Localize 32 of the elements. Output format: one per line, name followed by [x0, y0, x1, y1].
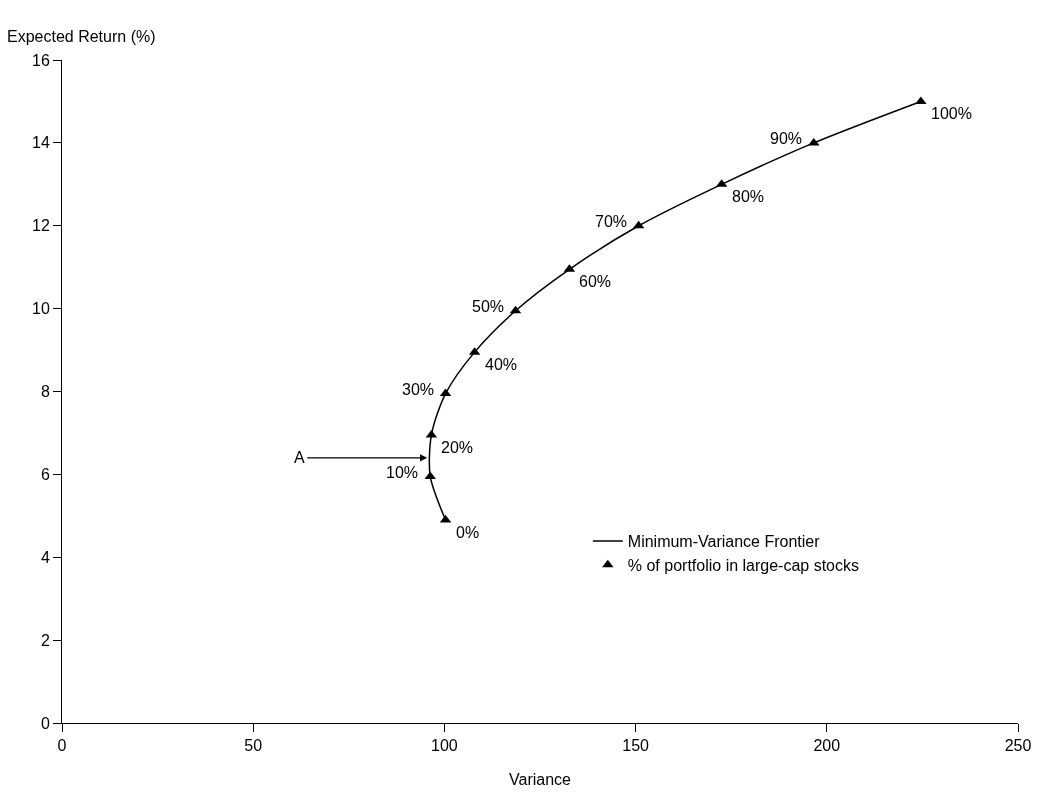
x-tick-label: 150 — [622, 737, 650, 755]
x-tick-label: 250 — [1004, 737, 1032, 755]
point — [808, 137, 820, 146]
x-tick-label: 100 — [431, 737, 458, 755]
y-tick-label: 0 — [40, 714, 50, 732]
annotation: 30% — [402, 381, 435, 398]
y-tick-label: 12 — [32, 217, 50, 235]
y-tick-label: 4 — [40, 548, 50, 566]
annotation: A — [294, 449, 305, 466]
y-tick-label: 2 — [40, 631, 50, 649]
legend-label: Minimum-Variance Frontier — [627, 533, 821, 551]
x-axis-title: Variance — [509, 770, 572, 788]
annotation: 20% — [441, 439, 474, 456]
annotation: 60% — [579, 273, 612, 290]
y-tick-label: 6 — [40, 465, 50, 483]
annotation: 80% — [732, 188, 765, 205]
annotation: 90% — [770, 130, 803, 147]
x-tick-label: 200 — [813, 737, 841, 755]
y-tick-label: 16 — [32, 51, 50, 69]
annotation: 50% — [472, 298, 505, 315]
x-tick-label: 0 — [57, 737, 67, 755]
annotation: 10% — [386, 464, 419, 481]
annotation: 0% — [456, 524, 480, 541]
annotation: 70% — [595, 213, 628, 230]
y-axis-title: Expected Return (%) — [7, 28, 156, 45]
y-tick-label: 14 — [32, 134, 50, 152]
x-tick-label: 50 — [244, 737, 263, 755]
annotation: 100% — [931, 105, 972, 122]
annotation: 40% — [485, 356, 518, 373]
y-tick-label: 10 — [32, 300, 50, 318]
y-tick-label: 8 — [40, 383, 50, 401]
legend-label: % of portfolio in large-cap stocks — [627, 557, 860, 575]
